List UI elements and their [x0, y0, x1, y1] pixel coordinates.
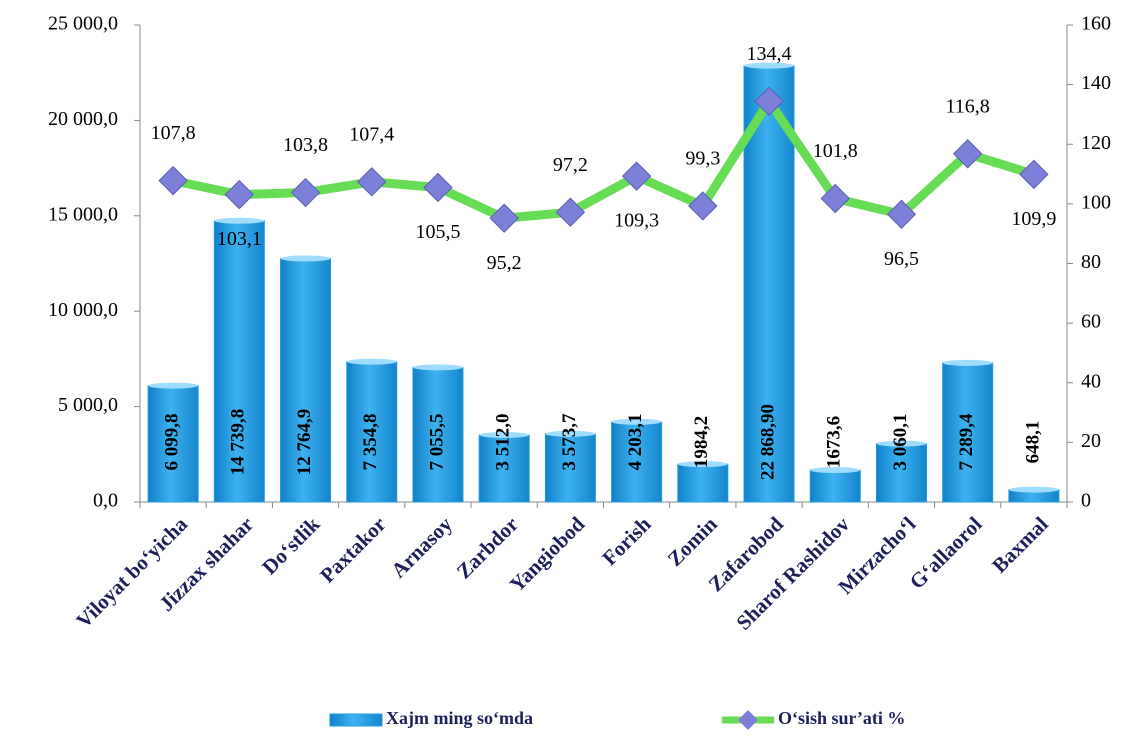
line-value-label: 97,2 [553, 154, 588, 176]
bar-value-label: 3 060,1 [890, 414, 911, 471]
bar-value-label: 3 512,0 [493, 414, 514, 471]
bar-top [677, 461, 728, 468]
legend-symbol [329, 713, 383, 727]
y-tick-label: 10 000,0 [48, 299, 118, 321]
bar-value-label: 1673,6 [824, 416, 845, 468]
y-tick-label: 15 000,0 [48, 203, 118, 225]
bar-value-label: 6 099,8 [161, 414, 182, 471]
line-marker [423, 172, 453, 203]
bar-top [611, 418, 662, 425]
line-marker [357, 167, 387, 197]
bar-value-label: 22 868,90 [757, 404, 778, 480]
bar-top [876, 440, 927, 447]
line-value-label: 116,8 [946, 95, 990, 117]
line-marker [952, 139, 983, 169]
x-tick-label: Forish [597, 512, 655, 570]
x-tick-label: Do‘stlik [257, 512, 325, 580]
bar-top [280, 255, 331, 262]
bar-top [744, 62, 795, 69]
line-marker [555, 197, 586, 227]
line-value-label: 99,3 [685, 148, 720, 170]
legend-marker [738, 710, 758, 730]
line-value-label: 107,4 [349, 123, 394, 145]
bar [743, 65, 795, 503]
line-value-label: 96,5 [884, 248, 919, 270]
bar-top [479, 431, 530, 438]
bar-top [346, 358, 397, 365]
bar-value-label: 1984,2 [691, 416, 712, 468]
y-tick-label: 25 000,0 [48, 13, 118, 35]
line-marker [290, 177, 321, 208]
bar [942, 362, 994, 503]
y-tick-label: 5 000,0 [58, 394, 118, 416]
y2-tick-label: 0 [1081, 490, 1091, 512]
y2-tick-label: 120 [1081, 132, 1111, 154]
bar [875, 443, 927, 503]
bar [412, 366, 464, 503]
x-tick-label: G‘allaorol [905, 512, 987, 594]
line-value-label: 107,8 [151, 122, 196, 144]
bar-value-label: 7 055,5 [426, 414, 447, 471]
bar-value-label: 4 203,1 [625, 414, 646, 471]
bar-top [214, 217, 265, 224]
line-marker [621, 161, 652, 191]
line-value-label: 109,3 [614, 210, 659, 232]
line-value-label: 103,8 [283, 134, 328, 156]
y-tick-label: 20 000,0 [48, 108, 118, 130]
y2-tick-label: 40 [1081, 370, 1101, 392]
line-marker [489, 203, 519, 233]
line-value-label: 103,1 [217, 228, 262, 250]
bar-top [1008, 486, 1059, 493]
bar [478, 434, 530, 503]
line-marker [158, 165, 188, 196]
bar-top [810, 467, 861, 474]
line-marker [1019, 159, 1049, 190]
line-value-label: 109,9 [1011, 208, 1056, 230]
bar [544, 433, 596, 503]
y2-tick-label: 20 [1081, 430, 1101, 452]
bar [147, 385, 199, 503]
bar-top [942, 359, 993, 366]
y2-tick-label: 140 [1081, 72, 1111, 94]
line-value-label: 95,2 [487, 252, 522, 274]
bar-value-label: 7 289,4 [956, 413, 977, 471]
bar-value-label: 12 764,9 [294, 409, 315, 476]
x-tick-label: Baxmal [987, 512, 1053, 578]
y2-tick-label: 80 [1081, 251, 1101, 273]
x-tick-label: Zomin [663, 512, 722, 571]
bar-top [545, 430, 596, 437]
x-tick-label: Paxtakor [315, 512, 391, 588]
line-marker [224, 179, 255, 210]
line-marker [886, 199, 917, 230]
x-tick-label: Arnasoy [386, 512, 457, 583]
bar-top [412, 364, 463, 371]
bar-value-label: 7 354,8 [360, 414, 381, 471]
line-marker [688, 191, 718, 221]
y2-tick-label: 160 [1081, 13, 1111, 35]
line-marker [820, 183, 850, 214]
line-marker [754, 86, 784, 117]
line-value-label: 134,4 [747, 43, 792, 65]
line-value-label: 101,8 [813, 140, 858, 162]
bar-value-label: 14 739,8 [228, 409, 249, 476]
bar [611, 421, 663, 503]
y-tick-label: 0,0 [93, 490, 118, 512]
bar-top [148, 382, 199, 389]
line-value-label: 105,5 [415, 221, 460, 243]
bar [280, 257, 332, 503]
bar-value-label: 3 573,7 [559, 413, 580, 471]
x-tick-label: Viloyat bo‘yicha [71, 512, 192, 633]
y2-tick-label: 60 [1081, 311, 1101, 333]
y2-tick-label: 100 [1081, 191, 1111, 213]
bar [809, 469, 861, 503]
legend-label: O‘sish sur’ati % [778, 708, 905, 728]
bar [677, 463, 729, 503]
bar [346, 361, 398, 503]
legend-label: Xajm ming so‘mda [386, 708, 533, 728]
x-tick-label: Sharof Rashidov [731, 512, 854, 635]
bar-value-label: 648,1 [1022, 421, 1043, 464]
